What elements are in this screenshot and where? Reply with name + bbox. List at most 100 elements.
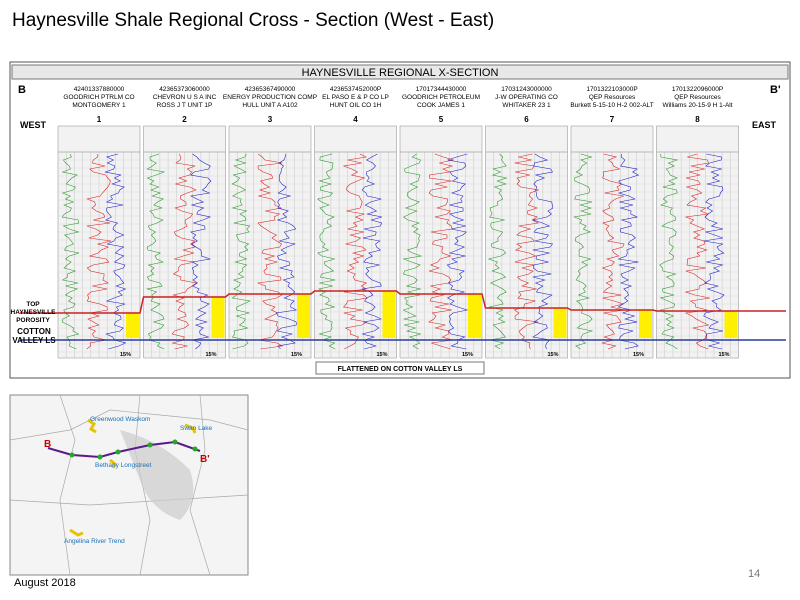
log-curve — [617, 153, 640, 350]
well-dot — [97, 454, 103, 460]
log-curve — [61, 153, 80, 350]
well-number: 2 — [182, 115, 187, 124]
well-dot — [147, 442, 153, 448]
map-region — [120, 430, 194, 520]
well-name: Burkett 5-15-10 H-2 002-ALT — [570, 102, 653, 109]
footnote: FLATTENED ON COTTON VALLEY LS — [338, 366, 463, 373]
pay-zone — [724, 311, 738, 338]
well-operator: GOODRICH PTRLM CO — [63, 94, 134, 101]
well-api: 4236537452000P — [330, 86, 381, 93]
well-api: 42401337880000 — [74, 86, 125, 93]
scale-label: 15% — [548, 352, 559, 358]
slide-title: Haynesville Shale Regional Cross - Secti… — [12, 10, 494, 31]
well-number: 8 — [695, 115, 700, 124]
scale-label: 15% — [377, 352, 388, 358]
well-api: 17017344430000 — [416, 86, 467, 93]
well-operator: GOODRICH PETROLEUM — [402, 94, 480, 101]
scale-label: 15% — [120, 352, 131, 358]
scale-label: 15% — [462, 352, 473, 358]
log-curve — [402, 153, 423, 350]
well-name: HUNT OIL CO 1H — [330, 102, 382, 109]
base-marker-label: VALLEY LS — [12, 336, 56, 345]
log-curve — [257, 153, 283, 350]
top-marker-label: TOP — [26, 301, 40, 308]
scale-label: 15% — [206, 352, 217, 358]
map-label: Greenwood Waskom — [90, 416, 150, 423]
pay-zone — [297, 294, 310, 338]
log-curve — [684, 153, 710, 350]
well-name: HULL UNIT A A102 — [242, 102, 298, 109]
log-curve — [446, 153, 469, 350]
well-api: 42365373060000 — [159, 86, 210, 93]
base-marker-label: COTTON — [17, 327, 51, 336]
well-number: 6 — [524, 115, 529, 124]
well-name: COOK JAMES 1 — [417, 102, 465, 109]
west-label: WEST — [20, 120, 47, 130]
scale-label: 15% — [719, 352, 730, 358]
map-frame — [9, 394, 249, 576]
page-number: 14 — [748, 568, 760, 580]
log-curve — [317, 153, 336, 350]
log-curve — [659, 153, 679, 350]
play-areas — [69, 418, 197, 537]
map-label: Angelina River Trend — [64, 538, 125, 545]
log-curve — [532, 153, 554, 350]
well-name: MONTGOMERY 1 — [72, 102, 126, 109]
footnote-box — [315, 361, 485, 375]
pay-zone — [126, 313, 139, 338]
well-dot — [69, 452, 75, 458]
log-curve — [231, 153, 251, 350]
well-operator: ENERGY PRODUCTION COMP — [223, 94, 317, 101]
well-api: 17031243000000 — [501, 86, 552, 93]
well-number: 1 — [97, 115, 102, 124]
log-curve — [487, 153, 508, 350]
b-prime-label: B' — [770, 84, 781, 96]
pay-zone — [553, 308, 567, 338]
pay-zone — [211, 297, 225, 338]
well-operator: J-W OPERATING CO — [495, 94, 558, 101]
log-curve — [342, 153, 368, 350]
log-curve — [171, 153, 197, 350]
map-label: Swan Lake — [180, 425, 213, 432]
well-dot — [172, 439, 178, 445]
pay-zone — [639, 310, 652, 338]
map: B B' Greenwood Waskom Bethany Longstreet… — [9, 394, 249, 576]
well-operator: CHEVRON U S A INC — [153, 94, 217, 101]
well-name: Williams 20-15-9 H 1-Alt — [662, 102, 732, 109]
well-operator: QEP Resources — [589, 94, 636, 101]
well-dot — [192, 446, 198, 452]
footer-date: August 2018 — [14, 577, 76, 589]
top-haynesville-line — [20, 290, 786, 314]
scale-label: 15% — [291, 352, 302, 358]
section-title: HAYNESVILLE REGIONAL X-SECTION — [302, 67, 499, 79]
log-curve — [86, 153, 112, 350]
east-label: EAST — [752, 120, 777, 130]
well-number: 4 — [353, 115, 358, 124]
pay-zone — [468, 294, 481, 338]
well-dots — [69, 439, 198, 460]
log-curve — [601, 153, 625, 350]
log-curve — [513, 153, 540, 350]
top-marker-label: HAYNESVILLE — [11, 309, 57, 316]
well-number: 3 — [268, 115, 273, 124]
log-curve — [703, 153, 725, 350]
log-curve — [146, 153, 166, 350]
well-dot — [115, 449, 121, 455]
scale-label: 15% — [633, 352, 644, 358]
section-title-bar — [11, 64, 789, 80]
well-name: WHITAKER 23 1 — [502, 102, 551, 109]
log-curve — [361, 153, 383, 350]
well-api: 1701322103000P — [586, 86, 637, 93]
pay-zone — [382, 291, 396, 338]
map-start: B — [44, 439, 51, 450]
log-curve — [190, 153, 212, 350]
well-name: ROSS J T UNIT 1P — [157, 102, 213, 109]
well-operator: QEP Resources — [674, 94, 721, 101]
map-end: B' — [200, 454, 210, 465]
well-operator: EL PASO E & P CO LP — [322, 94, 389, 101]
well-api: 1701322096000P — [672, 86, 723, 93]
log-curve — [428, 153, 455, 350]
well-api: 42365367490000 — [245, 86, 296, 93]
